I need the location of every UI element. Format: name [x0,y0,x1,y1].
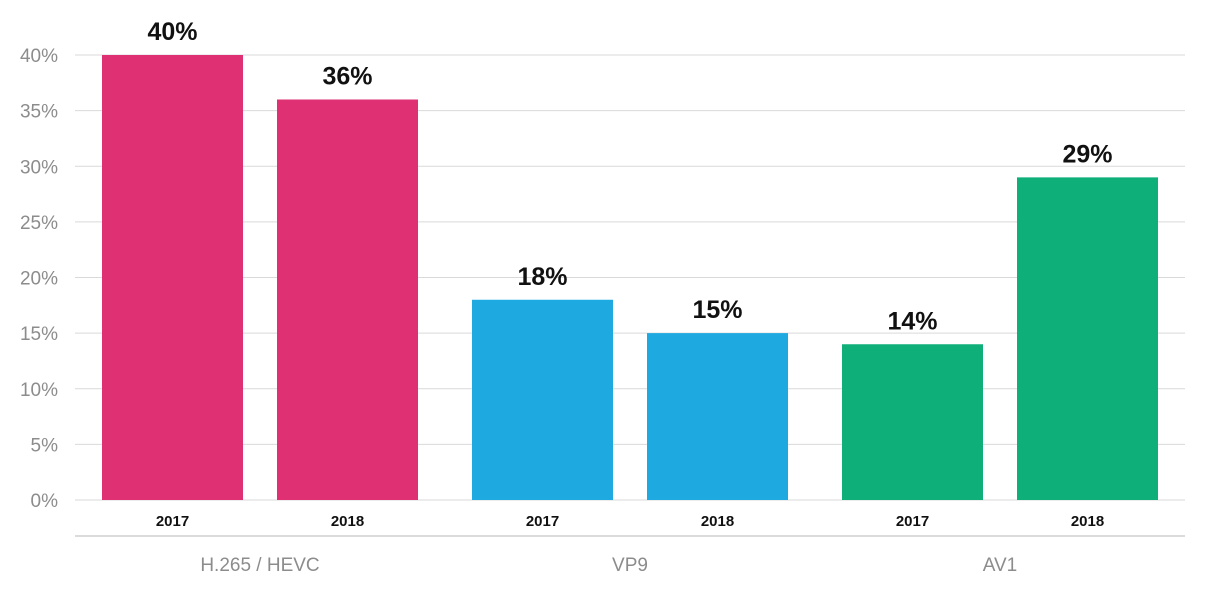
y-tick-label: 10% [20,380,58,401]
bar-value-labels: 40% 36% 18% 15% 14% 29% [147,18,1112,335]
group-labels: H.265 / HEVC VP9 AV1 [200,555,1017,576]
y-tick-label: 35% [20,102,58,123]
bar [647,333,788,500]
group-label: VP9 [612,555,648,576]
bar-category-labels: 2017 2018 2017 2018 2017 2018 [156,513,1104,530]
gridlines [75,54,1185,501]
bar-category-label: 2017 [156,513,189,530]
bar-value-label: 40% [147,18,197,46]
bar-value-label: 15% [692,296,742,324]
bar-value-label: 14% [887,307,937,335]
bar [277,99,418,500]
bar-value-label: 29% [1062,140,1112,168]
y-axis-ticks: 0% 5% 10% 15% 20% 25% 30% 35% 40% [20,46,58,512]
y-tick-label: 25% [20,213,58,234]
bar-category-label: 2018 [701,513,734,530]
bar-value-label: 18% [517,263,567,291]
y-tick-label: 5% [31,435,59,456]
bar-category-label: 2017 [526,513,559,530]
y-tick-label: 15% [20,324,58,345]
bar [1017,177,1158,500]
bar-category-label: 2018 [331,513,364,530]
bar-category-label: 2018 [1071,513,1104,530]
group-label: AV1 [983,555,1018,576]
group-label: H.265 / HEVC [200,555,319,576]
y-tick-label: 0% [31,491,59,512]
bar [842,344,983,500]
bar [472,299,613,500]
y-tick-label: 30% [20,157,58,178]
bars [102,55,1158,500]
bar-value-label: 36% [322,63,372,91]
y-tick-label: 20% [20,269,58,290]
y-tick-label: 40% [20,46,58,67]
bar [102,55,243,500]
bar-category-label: 2017 [896,513,929,530]
